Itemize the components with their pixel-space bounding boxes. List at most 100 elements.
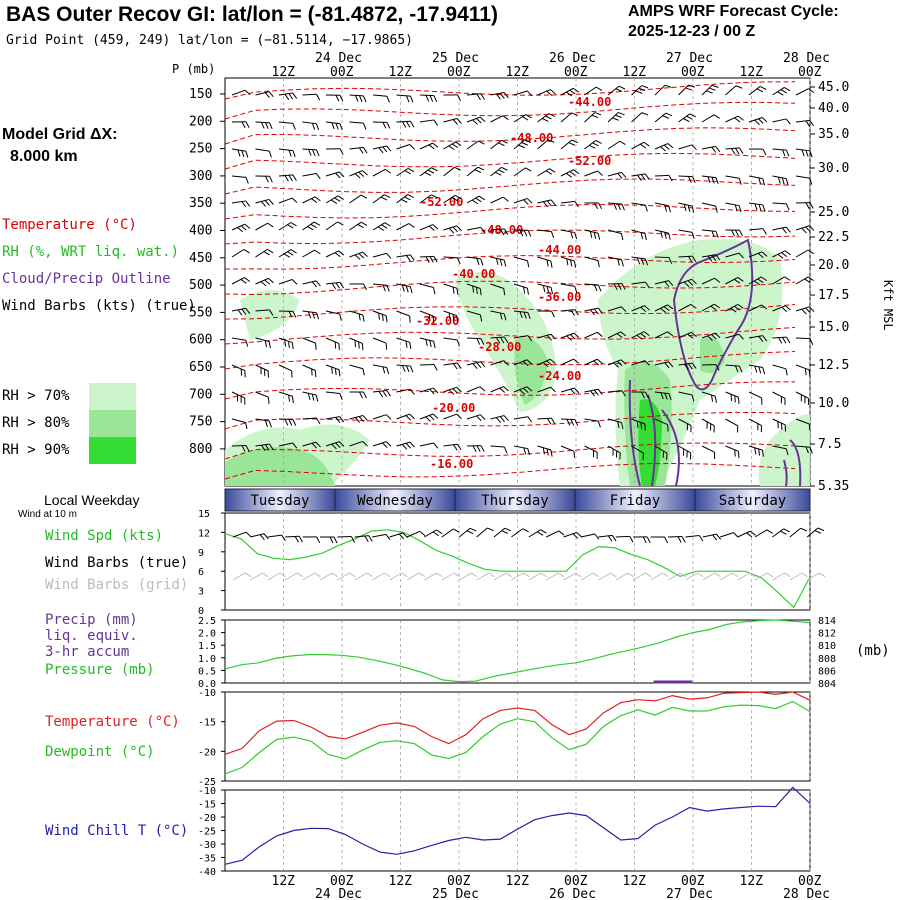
wind-barb: [372, 364, 390, 375]
date-label-top: 25 Dec: [432, 51, 479, 66]
surface-wind-barb-grid: [476, 572, 495, 581]
barb-staff: [537, 89, 551, 96]
barb-feather: [754, 365, 758, 373]
wind-barb: [302, 196, 321, 204]
wind-barb: [584, 202, 603, 210]
barb-feather: [800, 394, 802, 402]
barb-feather: [339, 123, 343, 131]
wind-barb: [396, 223, 415, 231]
barb-staff: [490, 283, 504, 289]
wind-barb: [255, 309, 274, 316]
page-title: BAS Outer Recov GI: lat/lon = (-81.4872,…: [6, 3, 498, 26]
barb-staff: [490, 139, 502, 150]
barb-staff: [560, 112, 572, 123]
barb-staff: [232, 572, 246, 581]
barb-feather: [480, 361, 486, 368]
wind-barb: [443, 94, 462, 102]
barb-staff: [584, 445, 598, 453]
barb-feather: [503, 313, 507, 321]
wind-barb: [349, 146, 368, 154]
wind-barb: [631, 360, 650, 366]
barb-feather: [644, 233, 647, 241]
barb-feather: [339, 282, 345, 289]
barb-staff: [278, 148, 293, 152]
wind-barb: [255, 222, 274, 231]
barb-feather: [569, 89, 576, 95]
barb-feather: [504, 336, 509, 344]
barb-feather: [737, 397, 740, 404]
barb-staff: [701, 254, 716, 258]
barb-staff: [278, 249, 292, 258]
surface-wind-barb-true: [511, 528, 529, 538]
barb-feather: [384, 572, 391, 578]
barb-feather: [425, 339, 428, 347]
barb-feather: [428, 144, 435, 150]
wind-barb: [490, 310, 507, 321]
barb-feather: [760, 276, 767, 282]
barb-feather: [621, 233, 624, 241]
barb-feather: [784, 572, 791, 578]
wind-barb: [302, 121, 320, 131]
barb-feather: [316, 94, 321, 101]
wind-barb: [631, 256, 649, 266]
barb-feather: [316, 149, 320, 157]
barb-feather: [241, 201, 247, 208]
barb-feather: [574, 201, 579, 208]
barb-feather: [288, 174, 293, 182]
wind-barb: [654, 202, 671, 213]
barb-feather: [264, 279, 271, 285]
barb-staff: [631, 305, 645, 312]
temperature-contour-label: -52.00: [420, 195, 463, 209]
barb-feather: [572, 533, 579, 539]
wind-barb: [302, 417, 321, 425]
barb-feather: [734, 395, 736, 403]
barb-feather: [488, 572, 495, 578]
barb-feather: [476, 445, 481, 452]
barb-feather: [525, 167, 532, 172]
barb-feather: [263, 533, 269, 540]
temperature-contour-label: -24.00: [538, 369, 581, 383]
barb-feather: [401, 198, 408, 203]
height-tick-label: 22.5: [818, 230, 849, 245]
label-pressure-unit: (mb): [856, 643, 890, 659]
wind-barb: [325, 221, 344, 231]
barb-feather: [451, 143, 459, 149]
barb-feather: [264, 340, 268, 348]
barb-staff: [685, 534, 700, 538]
wind-barb: [466, 195, 486, 205]
date-label-bottom: 27 Dec: [666, 887, 713, 900]
barb-staff: [349, 310, 364, 316]
barb-feather: [550, 287, 554, 295]
barb-feather: [660, 146, 666, 152]
wind-barb: [631, 229, 647, 241]
barb-feather: [503, 92, 509, 99]
wind-barb: [372, 310, 388, 323]
barb-feather: [636, 257, 641, 265]
barb-feather: [424, 171, 432, 176]
wind-barb: [678, 362, 697, 371]
wind-barb: [443, 310, 459, 323]
wind-barb: [396, 120, 415, 128]
barb-feather: [706, 90, 713, 94]
time-label-bottom: 12Z: [506, 874, 530, 889]
barb-feather: [597, 307, 603, 314]
barb-staff: [607, 390, 622, 393]
barb-feather: [685, 87, 693, 91]
barb-staff: [560, 169, 574, 177]
barb-staff: [231, 175, 246, 178]
barb-staff: [615, 535, 630, 538]
barb-feather: [711, 84, 719, 88]
wind-barb: [607, 229, 624, 241]
wind-barb: [396, 194, 414, 204]
cloud-outline-upper: [672, 238, 754, 391]
barb-staff: [255, 309, 270, 312]
barb-feather: [378, 147, 384, 154]
isotherm-line: [224, 127, 796, 145]
barb-staff: [443, 166, 455, 177]
barb-feather: [335, 122, 339, 130]
barb-staff: [560, 332, 575, 339]
barb-feather: [432, 142, 439, 148]
barb-staff: [490, 228, 505, 231]
forecast-cycle-value: 2025-12-23 / 00 Z: [628, 23, 756, 40]
barb-feather: [244, 89, 251, 96]
